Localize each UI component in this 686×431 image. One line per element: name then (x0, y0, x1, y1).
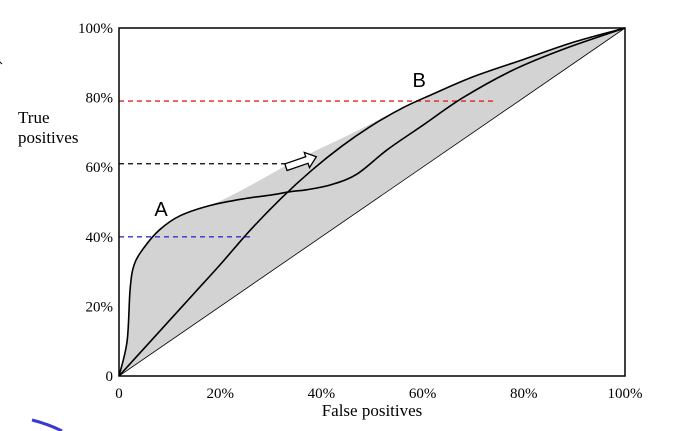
hull-arrow (284, 151, 318, 172)
blue-decorative-curve (31, 418, 63, 431)
y-axis-title: True positives (18, 108, 78, 147)
curve-b (118, 27, 626, 377)
y-axis-title-line-1: True (18, 108, 50, 127)
x-tick-label-0: 0 (115, 386, 123, 402)
y-axis-title-line-2: positives (18, 128, 78, 147)
x-tick-label-5: 100% (608, 386, 643, 402)
x-axis-title: False positives (322, 401, 423, 420)
curve-label-b: B (412, 70, 425, 92)
x-tick-label-4: 80% (510, 386, 538, 402)
left-edge-tick (0, 61, 3, 65)
y-tick-label-3: 60% (86, 160, 114, 176)
y-tick-label-4: 80% (86, 91, 114, 107)
x-tick-label-3: 60% (409, 386, 437, 402)
y-tick-label-1: 20% (86, 299, 114, 315)
y-tick-label-2: 40% (86, 230, 114, 246)
chance-diagonal (118, 27, 626, 377)
curve-label-a: A (154, 199, 168, 221)
y-tick-label-0: 0 (106, 369, 114, 385)
plot-frame (118, 27, 626, 377)
y-tick-label-5: 100% (78, 21, 113, 37)
x-tick-label-2: 40% (308, 386, 336, 402)
curve-a (118, 27, 626, 377)
x-tick-label-1: 20% (206, 386, 234, 402)
